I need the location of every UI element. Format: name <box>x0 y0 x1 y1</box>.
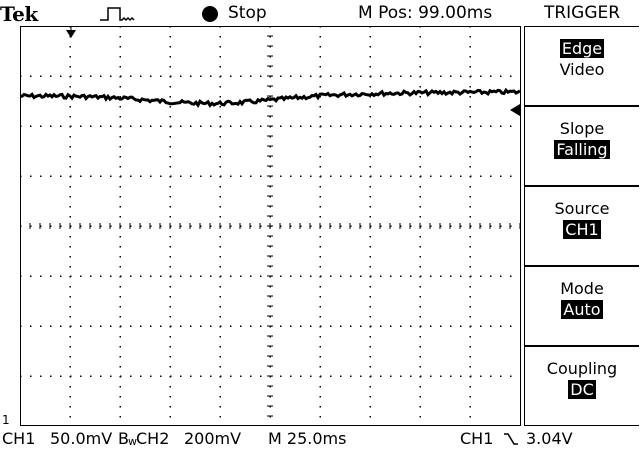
mode-value: Auto <box>561 299 603 319</box>
menu-mode[interactable]: Mode Auto <box>524 266 639 346</box>
trigger-menu: Edge Video Slope Falling Source CH1 Mode… <box>524 26 640 426</box>
bandwidth-limit-mark: B <box>118 429 129 448</box>
ch1-scale: 50.0mV <box>50 429 113 448</box>
menu-slope[interactable]: Slope Falling <box>524 106 639 186</box>
status-footer: CH1 50.0mV B w CH2 200mV M 25.0ms CH1 3.… <box>0 428 640 453</box>
coupling-value: DC <box>568 379 596 399</box>
horizontal-position-readout: M Pos: 99.00ms <box>358 3 493 23</box>
menu-coupling[interactable]: Coupling DC <box>524 346 639 426</box>
coupling-label: Coupling <box>546 359 618 378</box>
ch2-label: CH2 <box>136 429 170 448</box>
ch1-label: CH1 <box>2 429 36 448</box>
pulse-waveform-icon <box>100 7 135 22</box>
run-state-icon <box>202 6 218 22</box>
mode-label: Mode <box>560 279 604 298</box>
slope-value: Falling <box>554 139 610 159</box>
brand-logo: Tek <box>0 2 38 26</box>
ch2-scale: 200mV <box>184 429 242 448</box>
run-state-label: Stop <box>228 3 267 23</box>
ch1-ground-marker: 1 <box>2 413 10 427</box>
trigger-position-marker <box>66 30 76 38</box>
trigger-level-readout: 3.04V <box>526 429 573 448</box>
falling-edge-icon <box>504 433 518 445</box>
timebase-readout: M 25.0ms <box>268 429 347 448</box>
trigger-source-readout: CH1 <box>460 429 494 448</box>
source-label: Source <box>554 199 610 218</box>
type-edge-option[interactable]: Edge <box>559 39 605 59</box>
graticule-dots <box>20 26 521 418</box>
trigger-level-marker <box>510 104 520 116</box>
waveform-display <box>20 26 521 426</box>
ch1-trace <box>20 87 521 108</box>
bandwidth-limit-sub: w <box>128 435 137 448</box>
graticule <box>20 26 521 426</box>
graticule-center-ticks <box>20 26 521 426</box>
type-video-option[interactable]: Video <box>559 59 605 79</box>
status-header: Tek Stop M Pos: 99.00ms TRIGGER <box>0 0 640 26</box>
source-value: CH1 <box>563 219 601 239</box>
menu-title: TRIGGER <box>543 3 621 23</box>
slope-label: Slope <box>559 119 605 138</box>
menu-source[interactable]: Source CH1 <box>524 186 639 266</box>
menu-type[interactable]: Edge Video <box>524 26 639 106</box>
